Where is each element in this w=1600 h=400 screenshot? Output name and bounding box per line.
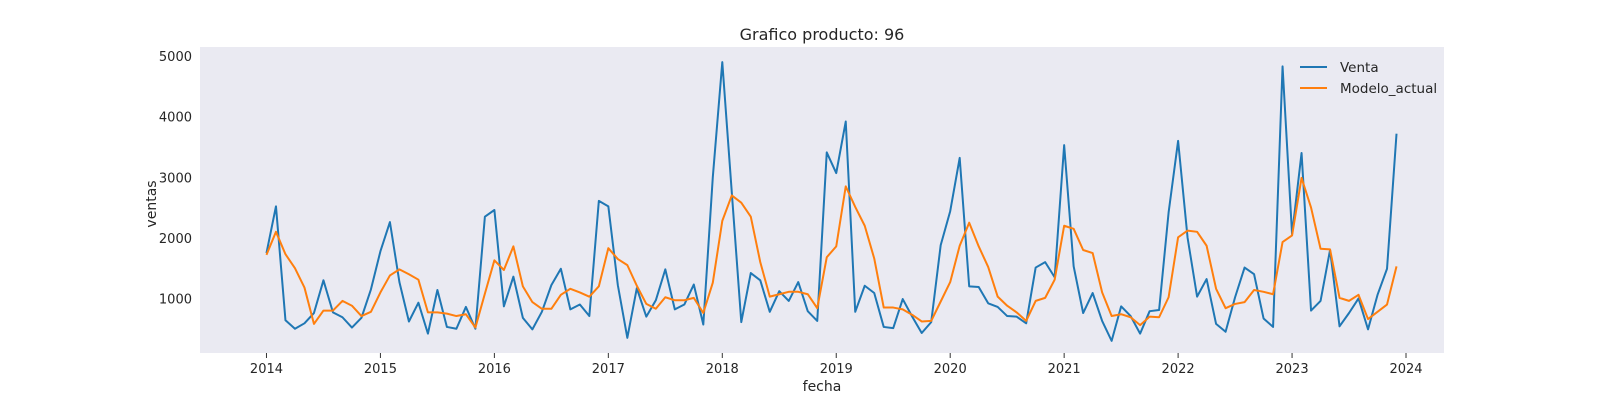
x-tick-label: 2021 — [1048, 362, 1081, 377]
series-layer — [265, 61, 1398, 342]
y-tick-label: 4000 — [159, 111, 192, 126]
x-tick-label: 2020 — [934, 362, 967, 377]
series-line-modelo-actual — [265, 176, 1398, 329]
x-tick-label: 2014 — [250, 362, 283, 377]
x-axis-label: fecha — [803, 379, 842, 395]
x-tick-label: 2018 — [706, 362, 739, 377]
x-tick-label: 2023 — [1276, 362, 1309, 377]
y-tick-label: 5000 — [159, 50, 192, 65]
y-tick-label: 2000 — [159, 232, 192, 247]
y-axis: 1000 2000 3000 4000 5000 — [159, 50, 192, 307]
legend-label-modelo-actual: Modelo_actual — [1340, 81, 1437, 97]
y-tick-label: 1000 — [159, 292, 192, 307]
legend: Venta Modelo_actual — [1300, 60, 1437, 97]
x-axis: 2014 2015 2016 2017 2018 2019 2020 2021 2022 2023… — [250, 353, 1423, 377]
y-axis-label: ventas — [144, 180, 160, 227]
x-tick-label: 2016 — [478, 362, 511, 377]
y-tick-label: 3000 — [159, 171, 192, 186]
legend-label-venta: Venta — [1340, 60, 1379, 76]
chart-title: Grafico producto: 96 — [740, 25, 905, 44]
x-tick-label: 2015 — [364, 362, 397, 377]
series-line-venta — [265, 61, 1398, 342]
x-tick-label: 2019 — [820, 362, 853, 377]
x-tick-label: 2024 — [1389, 362, 1422, 377]
plot-area — [200, 47, 1444, 353]
x-tick-label: 2022 — [1162, 362, 1195, 377]
x-tick-label: 2017 — [592, 362, 625, 377]
